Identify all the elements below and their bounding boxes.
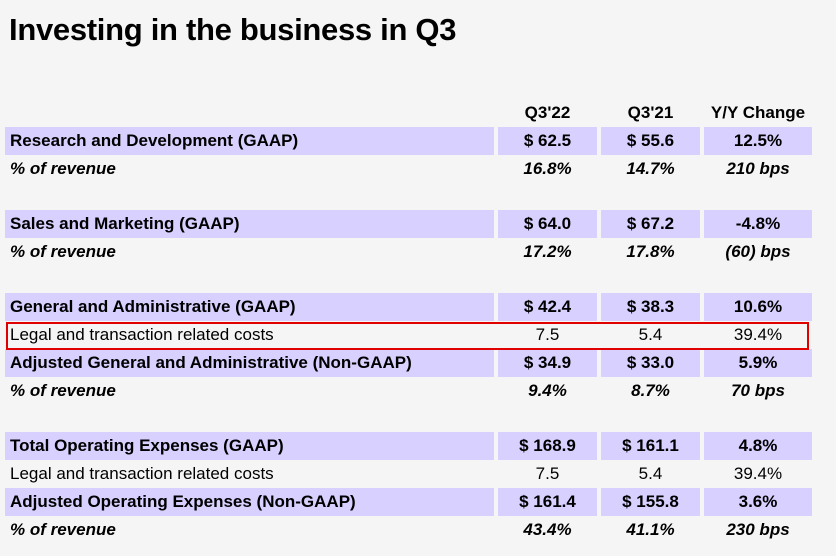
row-value-q22: $ 34.9 <box>498 349 597 377</box>
row-label: Sales and Marketing (GAAP) <box>5 210 494 238</box>
row-value-yoy: 12.5% <box>704 127 812 155</box>
row-value-q22: $ 62.5 <box>498 127 597 155</box>
row-value-q22: $ 161.4 <box>498 488 597 516</box>
row-value-yoy: 3.6% <box>704 488 812 516</box>
row-value-q21: $ 155.8 <box>601 488 700 516</box>
page-title: Investing in the business in Q3 <box>9 12 457 47</box>
row-label: Total Operating Expenses (GAAP) <box>5 432 494 460</box>
row-value-q21: 14.7% <box>626 159 675 178</box>
row-value-q21: $ 33.0 <box>601 349 700 377</box>
row-value-q21: $ 67.2 <box>601 210 700 238</box>
table-row-general-administrative: General and Administrative (GAAP) $ 42.4… <box>5 293 812 321</box>
row-label: % of revenue <box>10 159 116 178</box>
row-value-yoy: 210 bps <box>726 159 790 178</box>
column-header-q21: Q3'21 <box>627 103 674 122</box>
row-value-q21: 8.7% <box>631 381 670 400</box>
highlight-box <box>6 322 809 350</box>
row-label: Adjusted Operating Expenses (Non-GAAP) <box>5 488 494 516</box>
row-label: Research and Development (GAAP) <box>5 127 494 155</box>
row-value-q21: 5.4 <box>638 464 663 483</box>
table-row-percent-revenue: % of revenue 9.4% 8.7% 70 bps <box>5 377 812 405</box>
row-label: General and Administrative (GAAP) <box>5 293 494 321</box>
table-row-legal-transaction-costs: Legal and transaction related costs 7.5 … <box>5 460 812 488</box>
row-value-q22: $ 64.0 <box>498 210 597 238</box>
row-value-q21: $ 161.1 <box>601 432 700 460</box>
table-row-percent-revenue: % of revenue 16.8% 14.7% 210 bps <box>5 155 812 183</box>
table-row-total-operating-expenses: Total Operating Expenses (GAAP) $ 168.9 … <box>5 432 812 460</box>
row-value-yoy: 39.4% <box>733 325 783 344</box>
row-label: Legal and transaction related costs <box>10 464 274 483</box>
table-row-percent-revenue: % of revenue 43.4% 41.1% 230 bps <box>5 516 812 544</box>
table-row-sales-marketing: Sales and Marketing (GAAP) $ 64.0 $ 67.2… <box>5 210 812 238</box>
row-value-q22: 7.5 <box>535 325 560 344</box>
row-value-yoy: -4.8% <box>704 210 812 238</box>
table-row-legal-transaction-costs: Legal and transaction related costs 7.5 … <box>5 321 812 349</box>
row-value-q22: $ 168.9 <box>498 432 597 460</box>
row-label: Legal and transaction related costs <box>10 325 274 344</box>
row-value-q21: 41.1% <box>626 520 675 539</box>
row-value-yoy: 39.4% <box>733 464 783 483</box>
row-value-yoy: 230 bps <box>726 520 790 539</box>
row-value-q22: 16.8% <box>523 159 572 178</box>
column-header-yoy: Y/Y Change <box>710 103 806 122</box>
row-value-yoy: 70 bps <box>731 381 785 400</box>
row-value-q21: $ 55.6 <box>601 127 700 155</box>
row-value-q21: 17.8% <box>626 242 675 261</box>
table-row-adjusted-operating-expenses: Adjusted Operating Expenses (Non-GAAP) $… <box>5 488 812 516</box>
row-value-q22: 7.5 <box>535 464 560 483</box>
row-value-yoy: 4.8% <box>704 432 812 460</box>
column-header-q22: Q3'22 <box>524 103 571 122</box>
table-row-adjusted-general-administrative: Adjusted General and Administrative (Non… <box>5 349 812 377</box>
row-value-q21: $ 38.3 <box>601 293 700 321</box>
row-value-q22: $ 42.4 <box>498 293 597 321</box>
row-value-q22: 17.2% <box>523 242 572 261</box>
row-label: % of revenue <box>10 381 116 400</box>
row-value-q22: 43.4% <box>523 520 572 539</box>
row-label: % of revenue <box>10 242 116 261</box>
table-row-percent-revenue: % of revenue 17.2% 17.8% (60) bps <box>5 238 812 266</box>
row-value-yoy: 5.9% <box>704 349 812 377</box>
row-value-q22: 9.4% <box>528 381 567 400</box>
row-value-yoy: 10.6% <box>704 293 812 321</box>
table-row-research-development: Research and Development (GAAP) $ 62.5 $… <box>5 127 812 155</box>
row-label: % of revenue <box>10 520 116 539</box>
row-value-q21: 5.4 <box>638 325 663 344</box>
row-label: Adjusted General and Administrative (Non… <box>5 349 494 377</box>
row-value-yoy: (60) bps <box>725 242 791 261</box>
